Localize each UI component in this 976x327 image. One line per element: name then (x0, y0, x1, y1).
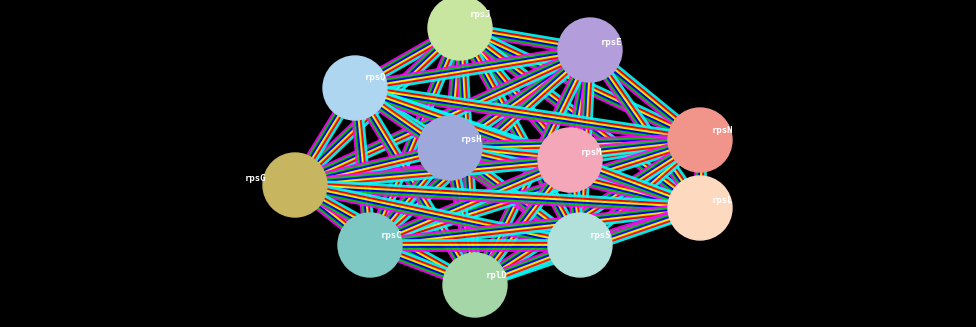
Circle shape (428, 0, 492, 60)
Circle shape (323, 56, 387, 120)
Text: rpsC: rpsC (381, 231, 402, 240)
Circle shape (443, 253, 507, 317)
Circle shape (548, 213, 612, 277)
Text: rpsG: rpsG (245, 174, 266, 183)
Text: rpsL: rpsL (712, 196, 734, 205)
Text: rpsM: rpsM (581, 148, 602, 157)
Circle shape (668, 108, 732, 172)
Circle shape (338, 213, 402, 277)
Text: rpsQ: rpsQ (365, 73, 386, 82)
Text: rpsS: rpsS (590, 231, 612, 240)
Text: rpsH: rpsH (461, 135, 482, 144)
Circle shape (538, 128, 602, 192)
Circle shape (263, 153, 327, 217)
Text: rpsJ: rpsJ (470, 10, 492, 19)
Circle shape (418, 116, 482, 180)
Text: rpsE: rpsE (601, 38, 623, 47)
Circle shape (668, 176, 732, 240)
Text: rplD: rplD (486, 271, 508, 280)
Circle shape (558, 18, 622, 82)
Text: rpsN: rpsN (712, 126, 734, 135)
